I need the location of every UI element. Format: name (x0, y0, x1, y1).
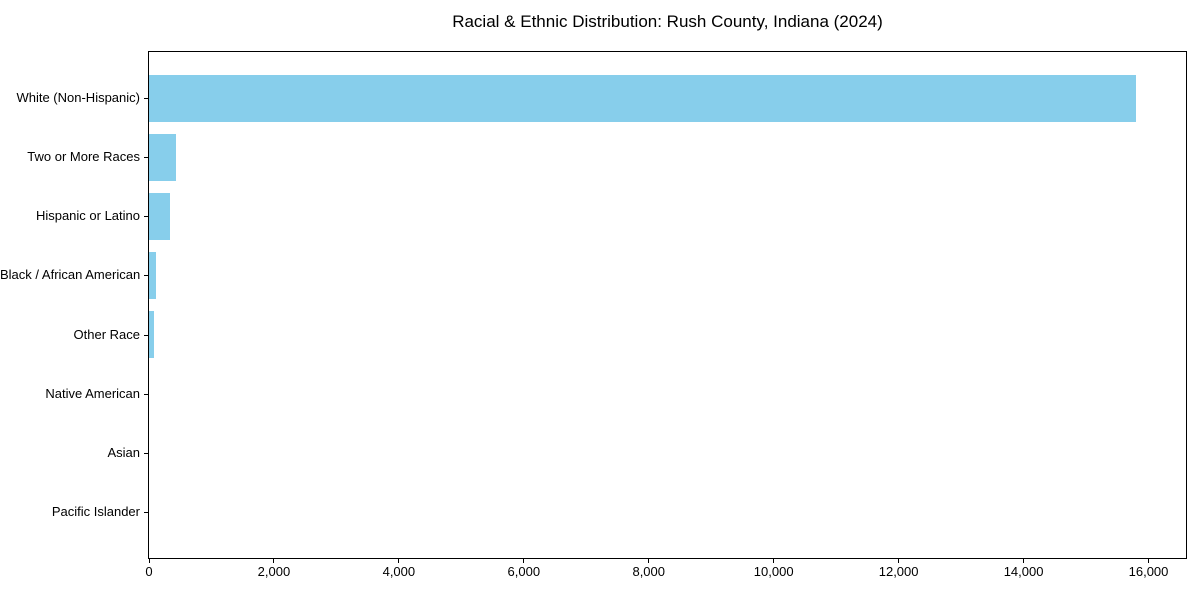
x-tick-label: 6,000 (507, 564, 541, 579)
y-tick-label: Native American (45, 385, 140, 401)
y-tick-label: White (Non-Hispanic) (16, 90, 140, 105)
x-tick-label: 4,000 (382, 564, 416, 579)
y-tick-mark (144, 452, 148, 454)
y-tick-mark (144, 334, 148, 336)
bar-black-african-american (149, 251, 157, 299)
x-tick-label: 14,000 (1003, 564, 1044, 579)
x-tick-mark (523, 559, 525, 563)
y-tick-label: Two or More Races (27, 149, 140, 165)
y-tick-mark (144, 511, 148, 513)
y-tick-label: Pacific Islander (51, 503, 140, 519)
y-tick-label: Black / African American (0, 267, 141, 283)
chart-title: Racial & Ethnic Distribution: Rush Count… (452, 12, 883, 31)
x-tick-mark (1148, 559, 1150, 563)
y-tick-mark (144, 216, 148, 218)
y-tick-mark (144, 157, 148, 159)
x-tick-label: 8,000 (632, 564, 666, 579)
x-tick-label: 10,000 (753, 564, 794, 579)
x-tick-mark (1023, 559, 1025, 563)
x-tick-mark (273, 559, 275, 563)
x-tick-label: 12,000 (878, 564, 919, 579)
plot-area (148, 51, 1187, 559)
y-tick-mark (144, 275, 148, 277)
x-tick-mark (898, 559, 900, 563)
bar-two-or-more-races (149, 133, 177, 181)
x-tick-mark (773, 559, 775, 563)
x-tick-mark (148, 559, 150, 563)
y-tick-label: Asian (107, 444, 140, 460)
x-tick-label: 2,000 (257, 564, 291, 579)
y-tick-mark (144, 393, 148, 395)
bar-white-non-hispanic (149, 74, 1137, 122)
y-tick-label: Hispanic or Latino (35, 208, 140, 224)
x-tick-label: 0 (145, 564, 153, 579)
y-tick-mark (144, 98, 148, 99)
x-tick-label: 16,000 (1128, 564, 1169, 579)
bar-hispanic-or-latino (149, 192, 171, 240)
bar-other-race (149, 311, 154, 359)
y-tick-label: Other Race (73, 326, 140, 342)
x-tick-mark (648, 559, 650, 563)
x-tick-mark (398, 559, 400, 563)
